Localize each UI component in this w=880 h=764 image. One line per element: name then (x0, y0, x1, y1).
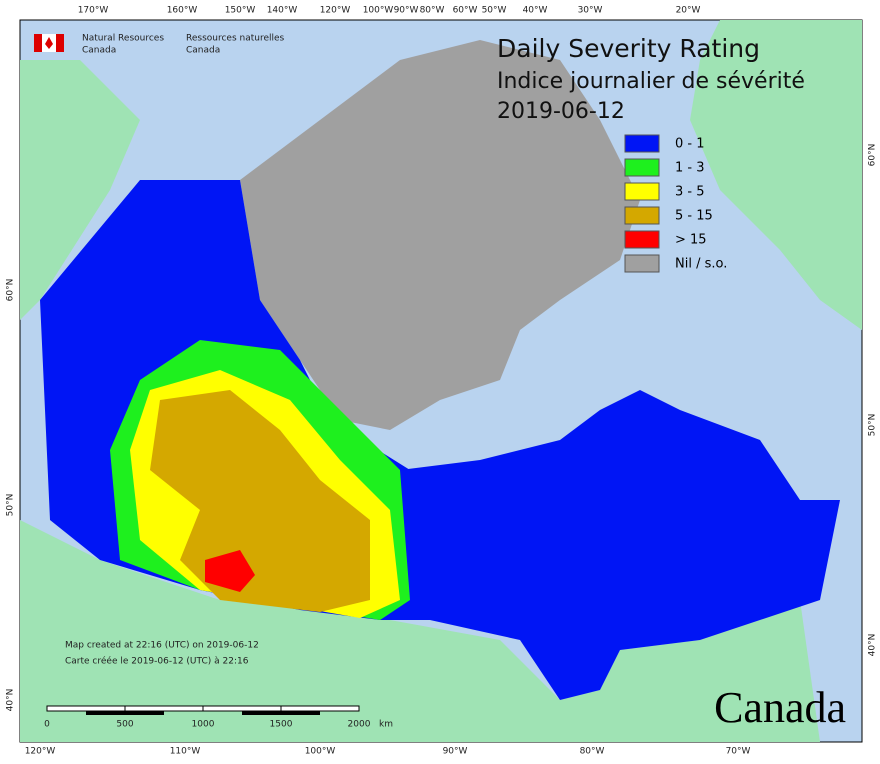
longitude-label: 30°W (578, 6, 603, 16)
longitude-label: 70°W (726, 747, 751, 757)
latitude-label: 60°N (868, 144, 878, 167)
longitude-label: 80°W (420, 6, 445, 16)
scale-label: 1500 (270, 720, 293, 730)
latitude-label: 60°N (6, 279, 16, 302)
east-region (380, 390, 840, 700)
latitude-label: 50°N (6, 494, 16, 517)
scale-segment (281, 711, 320, 715)
longitude-label: 40°W (523, 6, 548, 16)
longitude-label: 150°W (225, 6, 256, 16)
scale-segment (124, 705, 204, 712)
longitude-label: 100°W (363, 6, 394, 16)
subtitle: Indice journalier de sévérité (497, 69, 805, 94)
generated: 0 - 1 1 - 3 3 - 5 5 - 15 > 15 Nil / s.o. 170°W… (6, 6, 878, 757)
scale-label: 0 (44, 720, 50, 730)
longitude-label: 160°W (167, 6, 198, 16)
scale-segment (202, 705, 282, 712)
longitude-label: 140°W (267, 6, 298, 16)
usa (20, 520, 820, 742)
legend-swatch (624, 158, 660, 177)
date: 2019-06-12 (497, 99, 625, 124)
footer-note: Map created at 22:16 (UTC) on 2019-06-12 (65, 641, 259, 651)
scale-label: 2000 (348, 720, 371, 730)
scale-segment (242, 711, 281, 715)
scale-label: 500 (116, 720, 133, 730)
flag-bar (34, 34, 42, 52)
extreme-zone (205, 550, 255, 592)
arctic-region (240, 40, 640, 430)
legend-label: 3 - 5 (675, 185, 705, 200)
latitude-label: 40°N (6, 689, 16, 712)
longitude-label: 100°W (305, 747, 336, 757)
org-en: Natural Resources (82, 34, 164, 44)
longitude-label: 90°W (394, 6, 419, 16)
legend-label: 1 - 3 (675, 161, 705, 176)
footer-note: Carte créée le 2019-06-12 (UTC) à 22:16 (65, 656, 249, 667)
very-high-zone (150, 390, 370, 612)
maple-leaf (45, 37, 53, 49)
longitude-label: 90°W (443, 747, 468, 757)
legend-swatch (624, 182, 660, 201)
longitude-label: 60°W (453, 6, 478, 16)
scale-segment (125, 711, 164, 715)
scale-segment (280, 705, 360, 712)
legend-swatch (624, 134, 660, 153)
scale-segment (86, 711, 125, 715)
title: Daily Severity Rating (497, 34, 760, 63)
longitude-label: 50°W (482, 6, 507, 16)
legend-label: > 15 (675, 233, 707, 248)
longitude-label: 20°W (676, 6, 701, 16)
legend-swatch (624, 254, 660, 273)
latitude-label: 50°N (868, 414, 878, 437)
greenland (690, 20, 862, 330)
scale-label: 1000 (192, 720, 215, 730)
latitude-label: 40°N (868, 634, 878, 657)
flag-bar (56, 34, 64, 52)
legend-label: Nil / s.o. (675, 257, 727, 272)
org-en: Canada (82, 46, 116, 56)
scale-unit: km (379, 720, 393, 730)
legend-label: 5 - 15 (675, 209, 713, 224)
longitude-label: 170°W (78, 6, 109, 16)
scale-segment (46, 705, 126, 712)
legend-swatch (624, 206, 660, 225)
org-fr: Canada (186, 46, 220, 56)
longitude-label: 80°W (580, 747, 605, 757)
longitude-label: 120°W (320, 6, 351, 16)
wordmark: Canada (714, 683, 846, 732)
longitude-label: 110°W (170, 747, 201, 757)
org-fr: Ressources naturelles (186, 34, 285, 44)
legend-swatch (624, 230, 660, 249)
alaska (20, 60, 140, 320)
longitude-label: 120°W (25, 747, 56, 757)
legend-label: 0 - 1 (675, 137, 705, 152)
